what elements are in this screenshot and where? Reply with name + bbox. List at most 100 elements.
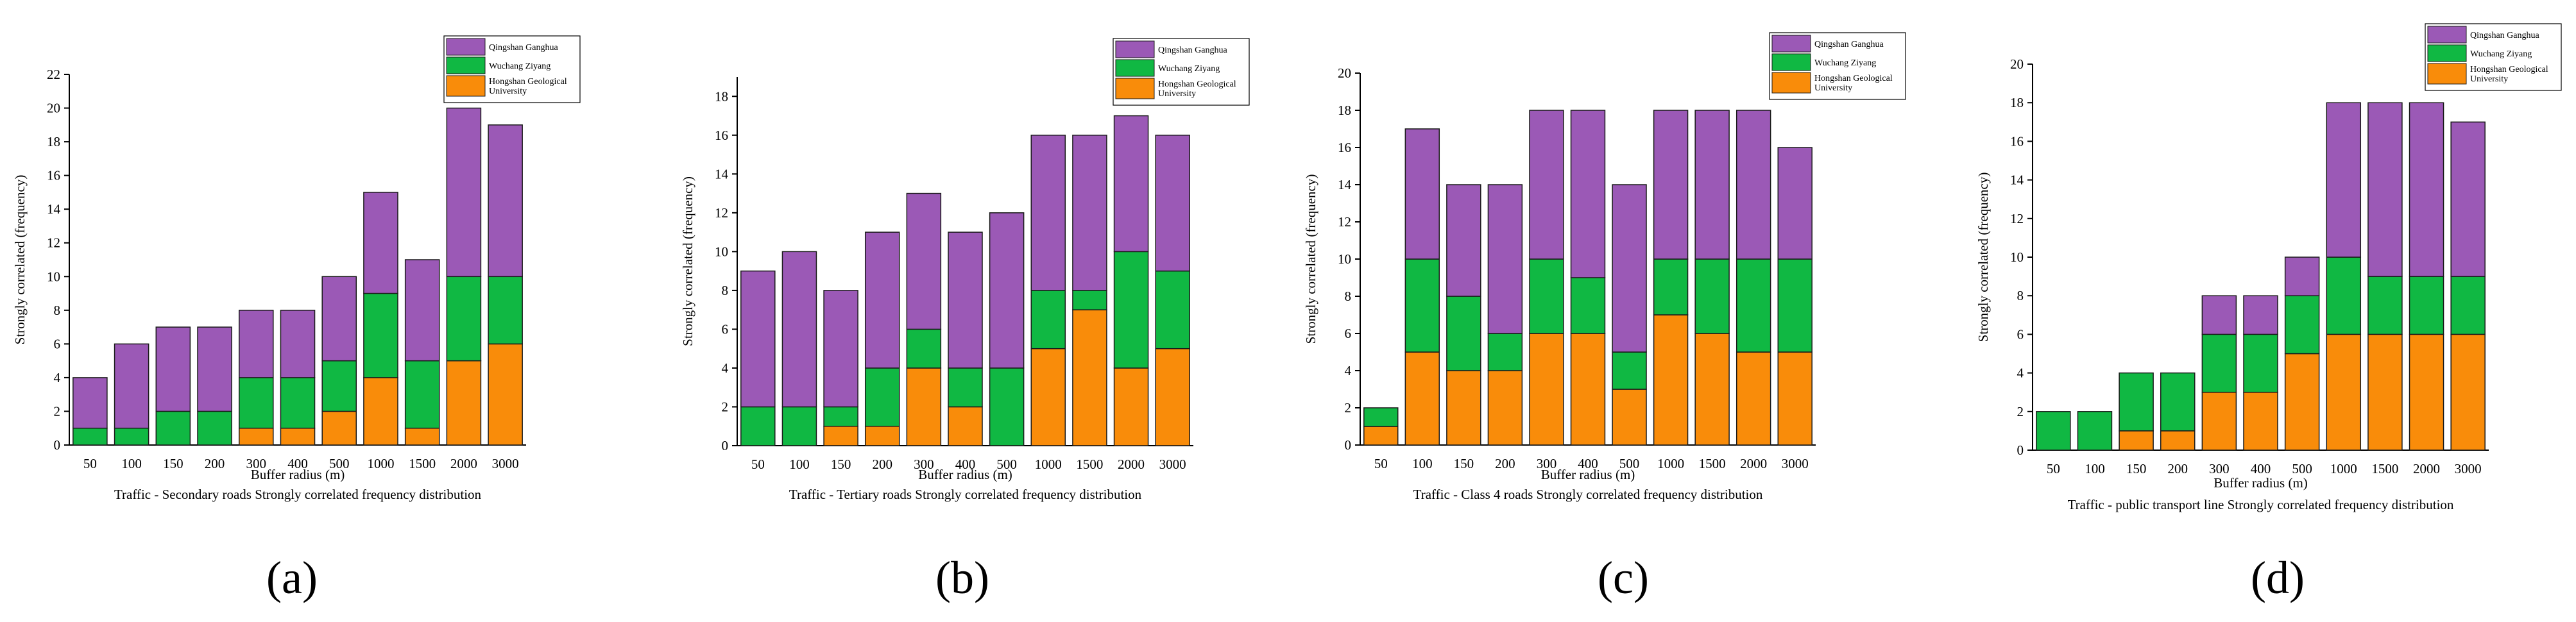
bar-segment <box>321 410 357 446</box>
bar-segment <box>2326 102 2362 258</box>
bar-segment <box>2160 430 2196 451</box>
legend-label-cont: University <box>1814 83 1852 93</box>
bar-segment <box>488 276 523 345</box>
x-tick-label: 150 <box>2126 461 2147 476</box>
bar-segment <box>238 310 274 378</box>
bar-segment <box>1612 351 1647 390</box>
x-tick-label: 50 <box>751 457 765 472</box>
x-tick-label: 300 <box>914 457 934 472</box>
legend-swatch <box>1115 59 1155 77</box>
bar-segment <box>2450 121 2486 277</box>
bar-segment <box>906 328 942 369</box>
bar-segment <box>363 292 398 378</box>
bar-segment <box>948 406 983 446</box>
x-tick-label: 2000 <box>1118 457 1145 472</box>
bar-segment <box>1446 184 1481 297</box>
x-tick-label: 500 <box>996 457 1017 472</box>
legend-swatch <box>446 38 486 56</box>
bar-segment <box>1155 135 1190 272</box>
y-tick-label: 22 <box>47 67 60 82</box>
legend-label: Qingshan Ganghua <box>489 43 558 53</box>
legend-label: Hongshan Geological <box>1814 74 1893 83</box>
y-tick-label: 0 <box>722 438 729 453</box>
bar-segment <box>155 410 191 446</box>
legend-label: Qingshan Ganghua <box>2470 31 2539 40</box>
bar-segment <box>1653 110 1689 260</box>
x-tick-label: 2000 <box>450 456 477 471</box>
x-tick-label: 200 <box>1495 456 1515 471</box>
bar-segment <box>2201 391 2237 451</box>
bar-segment <box>2450 276 2486 335</box>
bar-segment <box>740 270 776 408</box>
x-tick-label: 50 <box>83 456 97 471</box>
x-axis-label: Buffer radius (m) <box>251 467 345 482</box>
bar-segment <box>1446 296 1481 371</box>
chart-panel-b: 0 2 4 6 8 10 12 14 16 18 50 100 150 200 300 400 500 1000 1… <box>680 38 1250 502</box>
chart-panel-d: 0 2 4 6 8 10 12 14 16 18 20 50 100 150 200 300 400 500 100… <box>1975 23 2562 512</box>
panel-label-a: (a) <box>266 552 318 603</box>
bar-segment <box>488 124 523 278</box>
x-tick-label: 400 <box>955 457 976 472</box>
legend-swatch <box>1771 72 1811 94</box>
legend-label-cont: University <box>1158 89 1196 99</box>
y-tick-label: 20 <box>2010 56 2024 72</box>
chart-caption: Traffic - public transport line Strongly… <box>2068 497 2454 512</box>
x-tick-label: 400 <box>2251 461 2271 476</box>
bar-segment <box>2409 276 2444 335</box>
bar-segment <box>2326 256 2362 335</box>
y-tick-label: 0 <box>54 437 61 453</box>
bar-segment <box>1404 351 1440 446</box>
y-tick-label: 14 <box>47 201 61 217</box>
y-tick-label: 0 <box>1345 437 1352 453</box>
bar-segment <box>1570 333 1606 446</box>
x-tick-label: 1500 <box>1076 457 1103 472</box>
x-tick-label: 100 <box>121 456 142 471</box>
y-tick-label: 16 <box>47 168 60 183</box>
bar-segment <box>864 367 900 427</box>
y-tick-label: 2 <box>1345 400 1352 416</box>
bar-segment <box>2367 276 2403 335</box>
bar-segment <box>1072 290 1107 310</box>
y-tick-label: 6 <box>722 321 729 337</box>
x-tick-label: 50 <box>1374 456 1388 471</box>
y-tick-label: 10 <box>715 244 728 259</box>
legend-swatch <box>1115 78 1155 99</box>
y-tick-label: 8 <box>722 283 729 298</box>
x-tick-label: 1000 <box>1035 457 1062 472</box>
x-tick-label: 1500 <box>1699 456 1726 471</box>
x-tick-label: 500 <box>1619 456 1640 471</box>
bar-segment <box>1529 333 1564 446</box>
chart-caption: Traffic - Class 4 roads Strongly correla… <box>1413 487 1763 502</box>
bar-segment <box>1694 258 1730 334</box>
bar-segment <box>1030 348 1066 446</box>
x-tick-label: 150 <box>1454 456 1474 471</box>
legend-label-cont: University <box>489 87 527 96</box>
x-tick-label: 100 <box>2085 461 2105 476</box>
bar-segment <box>1404 128 1440 260</box>
bar-segment <box>2201 295 2237 335</box>
y-tick-label: 2 <box>2017 404 2024 419</box>
bar-segment <box>2284 353 2320 451</box>
y-tick-label: 8 <box>1345 289 1352 304</box>
x-tick-label: 3000 <box>2455 461 2482 476</box>
bar-segment <box>1777 147 1813 260</box>
bar-segment <box>73 377 108 429</box>
bar-segment <box>1612 184 1647 353</box>
bar-segment <box>906 367 942 446</box>
bar-segment <box>363 377 398 446</box>
y-tick-label: 14 <box>1338 177 1352 192</box>
bar-segment <box>2367 333 2403 451</box>
y-tick-label: 16 <box>1338 140 1351 155</box>
legend-swatch <box>2427 44 2467 62</box>
chart-panel-c: 0 2 4 6 8 10 12 14 16 18 20 50 100 150 200 300 400 500 100… <box>1303 32 1906 502</box>
bar-segment <box>781 406 817 446</box>
x-tick-label: 100 <box>789 457 810 472</box>
bar-segment <box>404 360 440 429</box>
y-tick-label: 6 <box>2017 326 2024 342</box>
y-tick-label: 4 <box>1345 363 1352 378</box>
y-axis-label: Strongly correlated (frequency) <box>1975 172 1991 342</box>
bar-segment <box>948 367 983 408</box>
x-tick-label: 1000 <box>1657 456 1684 471</box>
bar-segment <box>2243 333 2278 393</box>
